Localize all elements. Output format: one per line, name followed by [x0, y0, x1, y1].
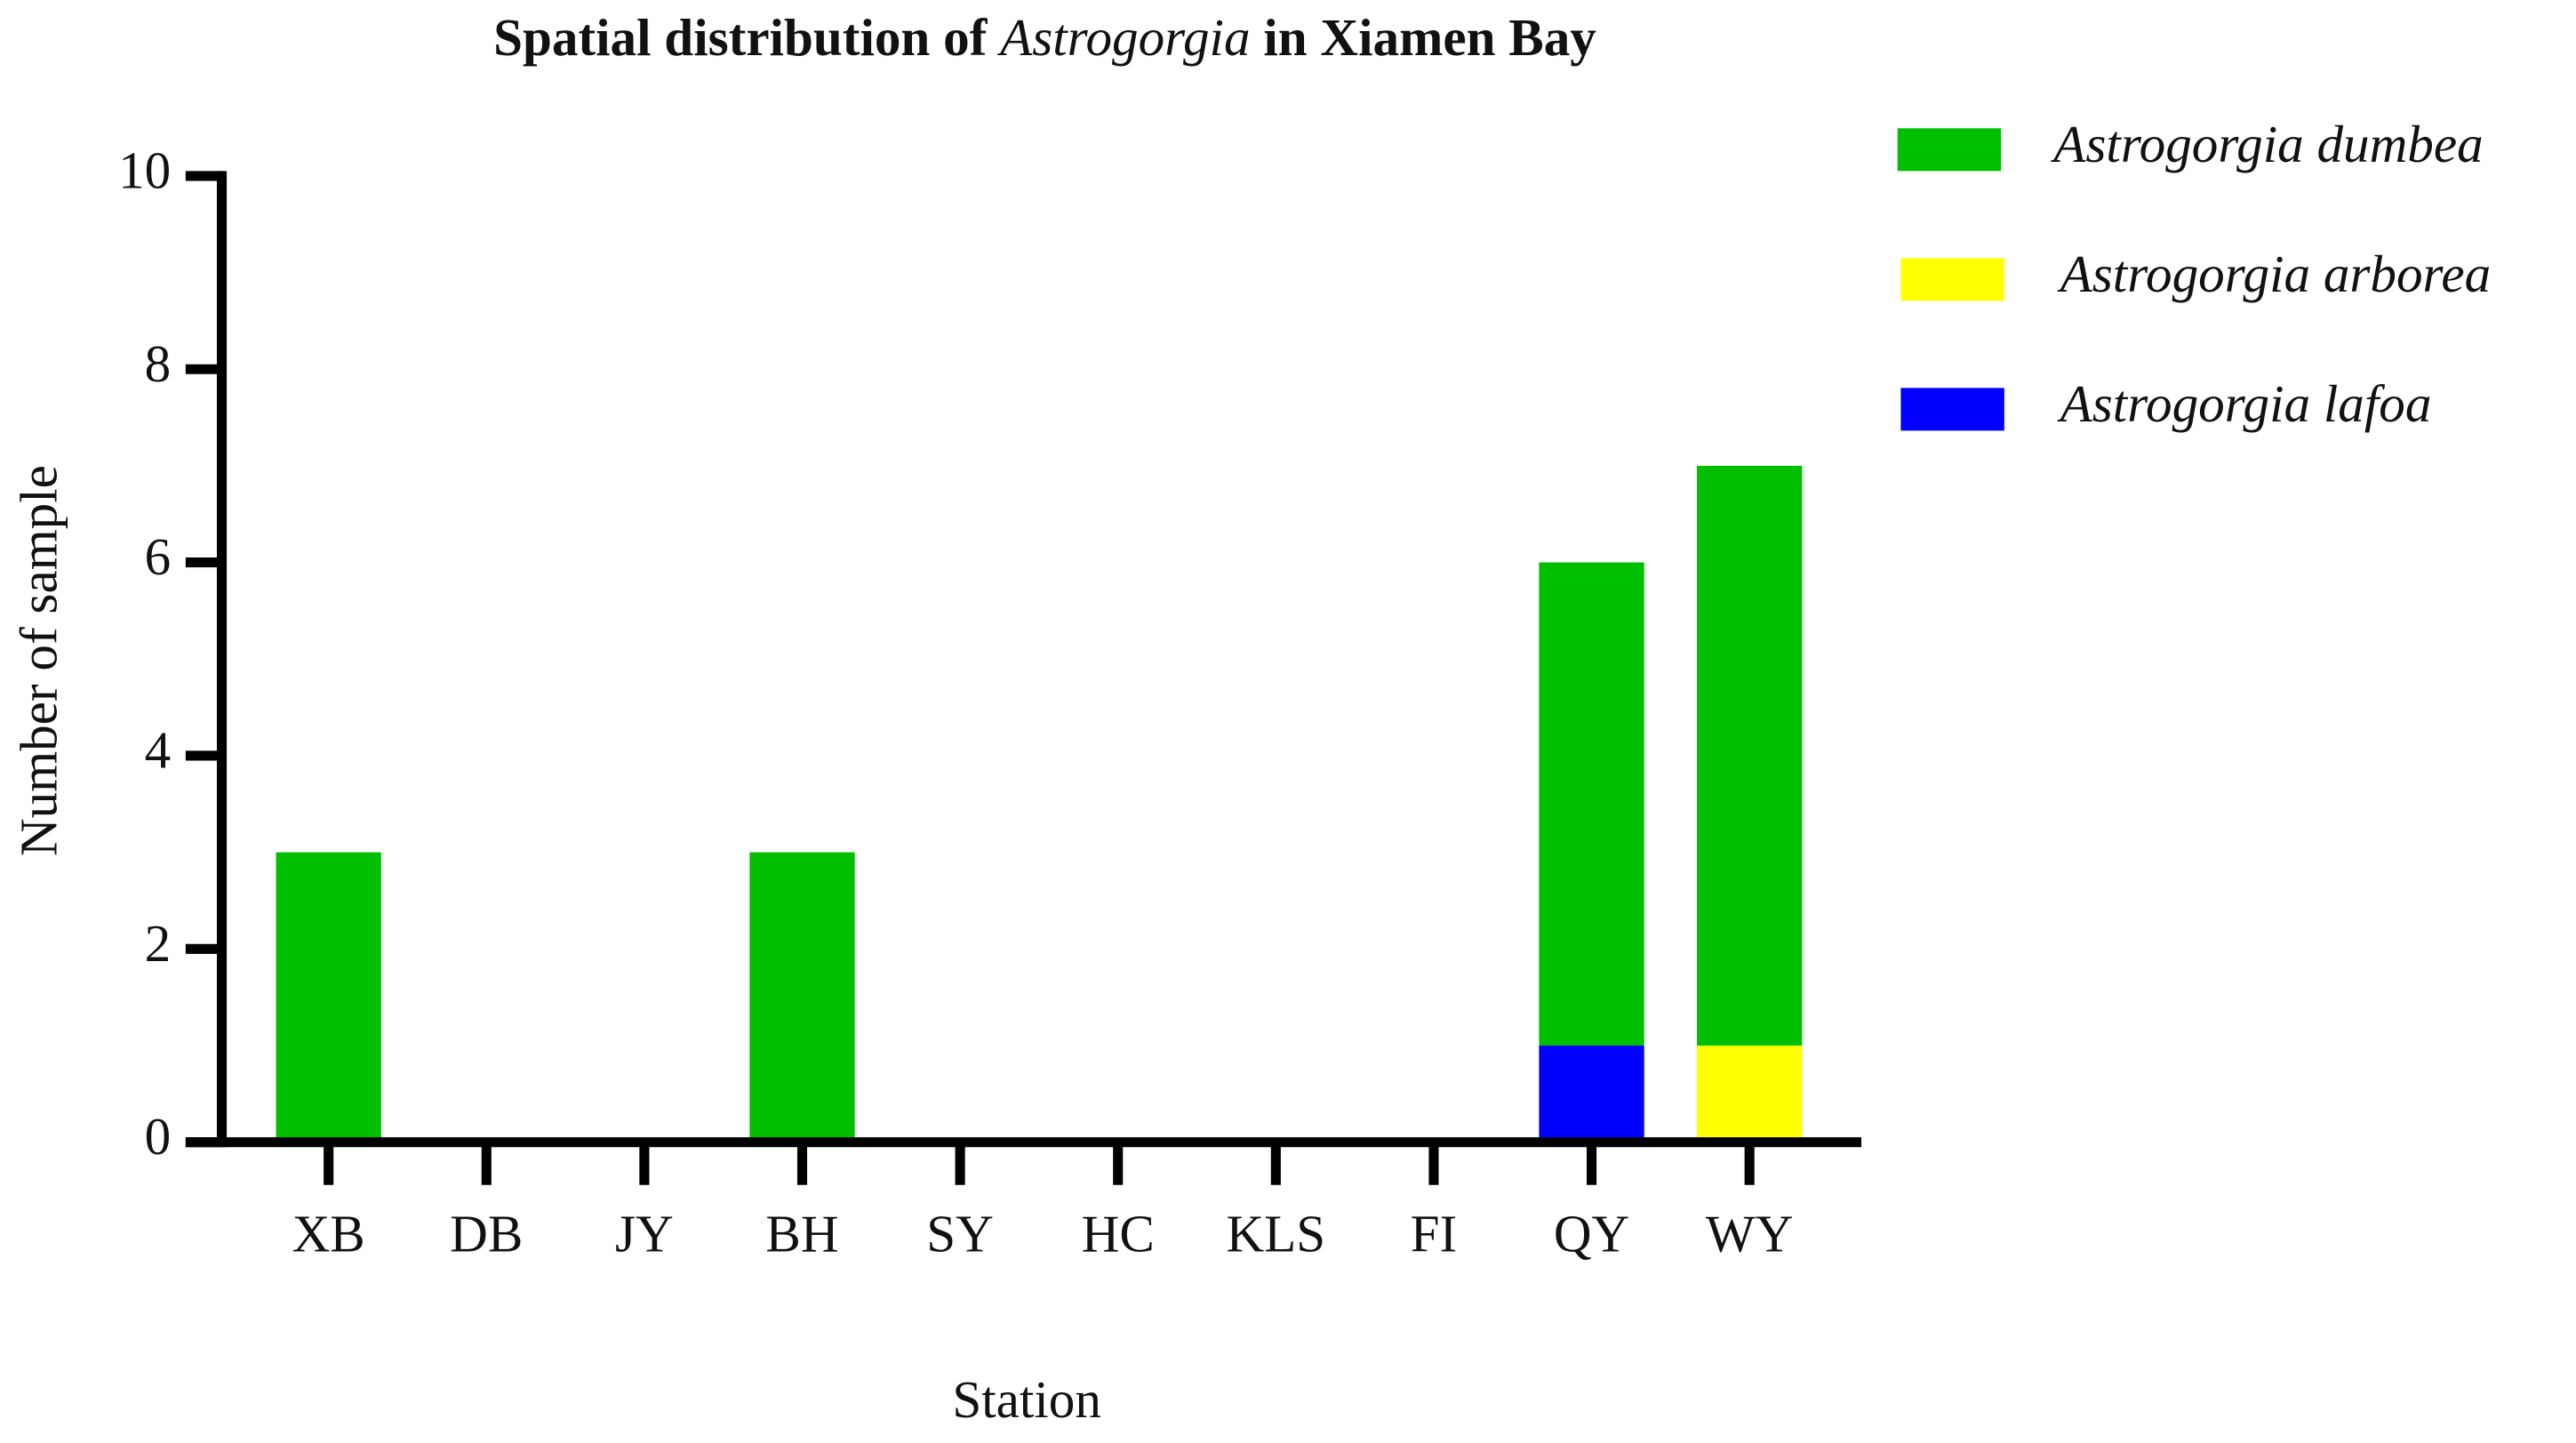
x-tick-label: WY [1706, 1204, 1794, 1263]
legend-label: Astrogorgia lafoa [2057, 374, 2432, 433]
bar-segment [1539, 1045, 1644, 1142]
x-tick-label: JY [615, 1204, 674, 1263]
y-tick-label: 4 [145, 721, 172, 780]
y-tick-label: 8 [145, 334, 172, 393]
x-tick-label: KLS [1226, 1204, 1325, 1263]
x-tick-label: XB [292, 1204, 365, 1263]
y-tick-label: 6 [145, 527, 172, 586]
legend-swatch [1897, 128, 2002, 172]
title-part: Spatial distribution of [493, 8, 1000, 67]
x-tick-label: DB [450, 1204, 523, 1263]
y-tick-label: 0 [145, 1107, 172, 1166]
x-tick-label: SY [926, 1204, 994, 1263]
x-tick-label: BH [765, 1204, 838, 1263]
legend-label: Astrogorgia arborea [2057, 245, 2492, 303]
title-part: Astrogorgia [996, 8, 1250, 67]
chart-title: Spatial distribution of Astrogorgia in X… [493, 8, 1596, 67]
legend-swatch [1900, 388, 2004, 431]
x-tick-label: HC [1082, 1204, 1155, 1263]
bar-segment [1697, 1045, 1803, 1142]
title-part: in Xiamen Bay [1251, 8, 1596, 67]
x-axis-title: Station [952, 1370, 1101, 1429]
x-tick-label: FI [1411, 1204, 1458, 1263]
bar-segment [1539, 562, 1644, 1046]
y-axis-title: Number of sample [9, 465, 68, 856]
legend-label: Astrogorgia dumbea [2050, 115, 2483, 173]
y-tick-label: 10 [118, 140, 171, 199]
x-tick-label: QY [1554, 1204, 1629, 1263]
y-tick-label: 2 [145, 914, 172, 973]
bar-segment [1697, 465, 1803, 1046]
bar-segment [749, 852, 855, 1142]
legend-swatch [1900, 258, 2004, 301]
bar-segment [276, 852, 381, 1142]
